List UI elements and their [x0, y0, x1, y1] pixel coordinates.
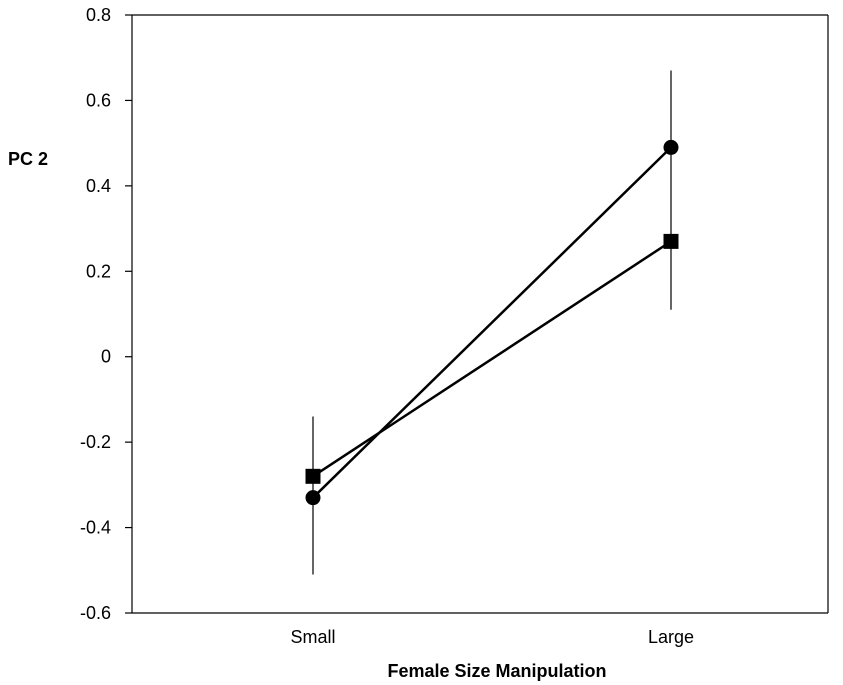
y-tick-label: 0.6 — [86, 90, 111, 110]
y-axis-ticks: -0.6 -0.4 -0.2 0 0.2 0.4 0.6 0.8 — [80, 5, 132, 623]
x-tick-label: Small — [290, 627, 335, 647]
square-data-point — [305, 468, 321, 484]
y-axis-title: PC 2 — [8, 149, 48, 169]
series-lines — [312, 146, 672, 499]
x-tick-label: Large — [648, 627, 694, 647]
circle-data-point — [305, 490, 321, 506]
plot-frame — [131, 14, 829, 614]
x-axis-title: Female Size Manipulation — [387, 661, 606, 681]
y-tick-label: 0 — [101, 347, 111, 367]
x-axis-ticks: Small Large — [290, 627, 694, 647]
series-line-circle — [312, 146, 672, 499]
series-line-square — [312, 240, 672, 478]
y-tick-label: -0.2 — [80, 432, 111, 452]
square-data-point — [663, 233, 679, 249]
y-tick-label: 0.2 — [86, 261, 111, 281]
y-tick-label: 0.8 — [86, 5, 111, 25]
y-tick-label: -0.6 — [80, 603, 111, 623]
circle-data-point — [663, 139, 679, 155]
y-tick-label: -0.4 — [80, 518, 111, 538]
y-tick-label: 0.4 — [86, 176, 111, 196]
series-markers — [305, 139, 679, 506]
